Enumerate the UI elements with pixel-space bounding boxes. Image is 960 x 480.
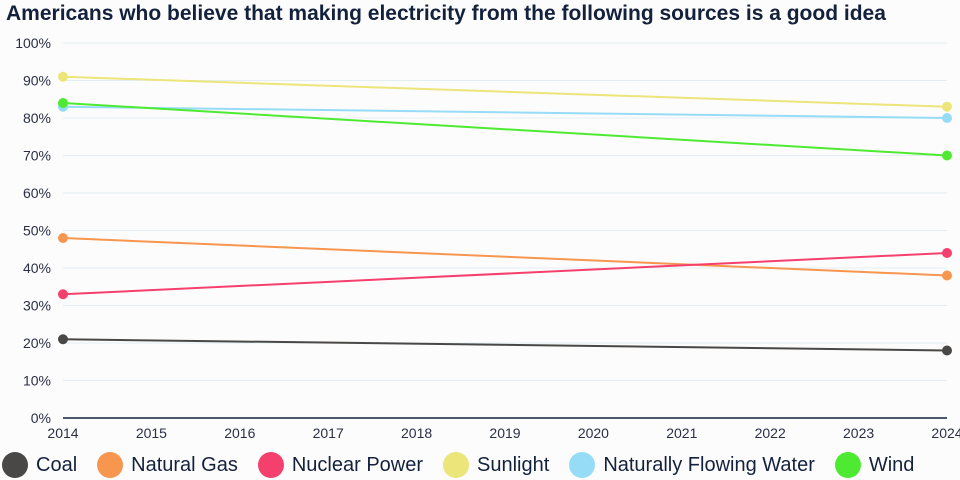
legend-label: Nuclear Power	[291, 453, 424, 476]
series-line	[62, 237, 948, 277]
x-tick-label: 2022	[755, 425, 786, 441]
series-line	[62, 338, 948, 352]
legend-item: Natural Gas	[97, 452, 238, 478]
legend-item: Nuclear Power	[257, 452, 424, 478]
legend-item: Naturally Flowing Water	[569, 452, 815, 478]
data-point	[942, 270, 952, 281]
data-point	[58, 289, 68, 300]
line-chart: 0% 10% 20% 30% 40% 50% 60% 70% 80% 90% 100% 2014 201…	[15, 35, 960, 441]
legend-item: Sunlight	[443, 452, 549, 478]
x-tick-label: 2020	[578, 425, 609, 441]
y-tick-label: 80%	[23, 110, 51, 126]
legend-item: Wind	[834, 452, 915, 478]
x-tick-label: 2017	[313, 425, 344, 441]
x-tick-label: 2018	[401, 425, 432, 441]
x-tick-label: 2023	[843, 425, 874, 441]
y-tick-label: 20%	[23, 335, 51, 351]
legend-swatch	[97, 452, 124, 478]
data-point	[942, 150, 952, 161]
y-tick-label: 50%	[23, 223, 51, 239]
legend-label: Naturally Flowing Water	[603, 453, 815, 476]
legend-swatch	[257, 452, 284, 478]
legend-item: Coal	[2, 452, 77, 478]
legend: Coal Natural Gas Nuclear Power Sunlight Natu…	[2, 452, 934, 478]
x-tick-label: 2021	[666, 425, 697, 441]
x-tick-label: 2016	[224, 425, 255, 441]
legend-swatch	[834, 452, 861, 478]
legend-label: Sunlight	[477, 453, 550, 476]
y-tick-label: 30%	[23, 298, 51, 314]
x-tick-label: 2024	[931, 425, 960, 441]
legend-swatch	[2, 452, 28, 478]
series-line	[62, 102, 948, 157]
legend-swatch	[569, 452, 596, 478]
data-point	[942, 101, 952, 112]
data-point	[58, 334, 68, 345]
series-line	[62, 105, 948, 119]
x-tick-label: 2014	[47, 425, 78, 441]
data-point	[942, 248, 952, 258]
legend-label: Coal	[36, 453, 78, 476]
data-point	[942, 113, 952, 123]
y-tick-label: 60%	[23, 185, 51, 201]
series-line	[62, 252, 948, 296]
x-tick-label: 2019	[489, 425, 520, 441]
x-tick-label: 2015	[136, 425, 167, 441]
legend-label: Wind	[868, 453, 915, 476]
y-tick-label: 0%	[31, 410, 51, 426]
data-point	[58, 98, 68, 108]
legend-swatch	[443, 452, 470, 478]
data-point	[58, 71, 68, 82]
legend-label: Natural Gas	[131, 453, 238, 476]
data-point	[942, 345, 952, 356]
y-tick-label: 40%	[23, 260, 51, 276]
y-tick-label: 70%	[23, 148, 51, 164]
chart-title: Americans who believe that making electr…	[6, 2, 886, 25]
y-tick-label: 100%	[15, 35, 51, 51]
y-tick-label: 90%	[23, 73, 51, 89]
series-line	[62, 75, 948, 108]
data-point	[58, 233, 68, 243]
y-tick-label: 10%	[23, 373, 51, 389]
